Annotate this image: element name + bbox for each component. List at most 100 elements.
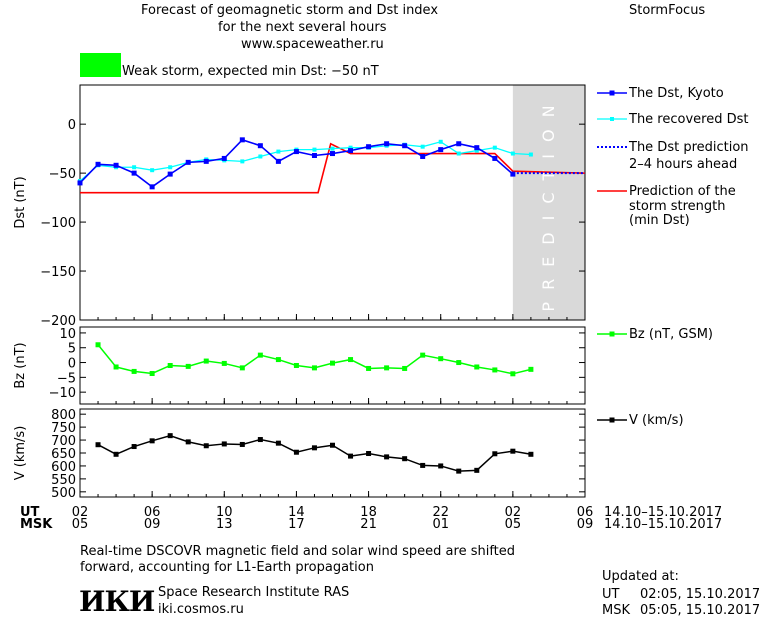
- chart-subtitle: for the next several hours: [218, 20, 387, 35]
- v-point: [456, 468, 462, 474]
- bz-point: [149, 370, 155, 376]
- msk-tick-label: 09: [144, 517, 161, 532]
- kyoto-point: [474, 145, 480, 151]
- bz-point: [203, 358, 209, 364]
- v-point: [492, 451, 498, 457]
- bz-point: [510, 371, 516, 377]
- prediction-band: [512, 85, 585, 320]
- v-point: [239, 441, 245, 447]
- kyoto-point: [95, 161, 101, 167]
- updated-label: Updated at:: [602, 569, 679, 584]
- v-ytick-label: 800: [51, 408, 76, 423]
- legend-strength-label-2: storm strength: [629, 199, 726, 214]
- site-url[interactable]: www.spaceweather.ru: [241, 37, 384, 52]
- institute-name: Space Research Institute RAS: [158, 585, 350, 600]
- v-point: [131, 444, 137, 450]
- bz-point: [474, 364, 480, 370]
- kyoto-point: [149, 184, 155, 190]
- bz-point: [239, 365, 245, 371]
- legend-prediction-label-1: The Dst prediction: [629, 140, 749, 155]
- bz-point: [293, 363, 299, 368]
- legend-strength-label-1: Prediction of the: [629, 184, 736, 199]
- v-point: [275, 440, 281, 446]
- kyoto-point: [384, 141, 390, 147]
- v-point: [95, 442, 101, 448]
- msk-tick-label: 01: [432, 517, 449, 532]
- ut-tick-label: 22: [432, 505, 449, 520]
- kyoto-point: [402, 143, 408, 149]
- bz-point: [95, 342, 101, 348]
- bz-ytick-label: −5: [57, 371, 76, 386]
- v-point: [167, 433, 173, 439]
- v-ytick-label: 500: [51, 486, 76, 501]
- kyoto-point: [185, 159, 191, 165]
- footnote-line-1: Real-time DSCOVR magnetic field and sola…: [80, 544, 516, 559]
- ut-tick-label: 10: [216, 505, 233, 520]
- legend-kyoto-marker: [609, 90, 615, 96]
- bz-ytick-label: 5: [68, 342, 76, 357]
- kyoto-point: [257, 143, 263, 149]
- v-point: [420, 462, 426, 468]
- updated-ut-label: UT: [602, 587, 620, 602]
- dst-ytick-label: −100: [40, 216, 76, 231]
- date-range-ut: 14.10–15.10.2017: [604, 505, 723, 520]
- recovered-point: [474, 148, 479, 153]
- bz-point: [492, 367, 498, 373]
- v-point: [384, 454, 390, 460]
- bz-ytick-label: −10: [49, 386, 76, 401]
- bz-point: [257, 352, 263, 358]
- legend-kyoto-label: The Dst, Kyoto: [629, 86, 724, 101]
- dst-ytick-label: 0: [68, 118, 76, 133]
- v-ytick-label: 550: [51, 473, 76, 488]
- updated-msk-label: MSK: [602, 603, 630, 618]
- ut-tick-label: 14: [288, 505, 305, 520]
- kyoto-point: [239, 137, 245, 143]
- bz-axis-label: Bz (nT): [13, 342, 28, 388]
- kyoto-point: [348, 148, 354, 154]
- v-point: [149, 438, 155, 444]
- legend-prediction-label-2: 2–4 hours ahead: [629, 157, 738, 172]
- v-point: [311, 445, 317, 451]
- recovered-series-line: [79, 141, 531, 182]
- ut-axis-label: UT: [20, 505, 40, 520]
- bz-point: [311, 365, 317, 371]
- bz-point: [528, 366, 534, 372]
- recovered-point: [492, 145, 497, 150]
- ut-tick-label: 06: [577, 505, 594, 520]
- kyoto-point: [203, 158, 209, 164]
- ut-tick-label: 02: [505, 505, 522, 520]
- institute-site[interactable]: iki.cosmos.ru: [158, 602, 244, 617]
- dst-ytick-label: −200: [40, 314, 76, 329]
- recovered-point: [330, 146, 335, 151]
- v-point: [330, 442, 335, 448]
- kyoto-point: [438, 147, 444, 153]
- v-ytick-label: 650: [51, 447, 76, 462]
- bz-point: [456, 360, 462, 366]
- strength-series-line: [80, 142, 586, 194]
- recovered-point: [456, 151, 461, 156]
- recovered-point: [240, 159, 245, 164]
- v-ytick-label: 600: [51, 460, 76, 475]
- bz-point: [131, 368, 137, 374]
- v-plot-frame: [79, 408, 586, 498]
- legend-v-label: V (km/s): [629, 413, 684, 428]
- recovered-point: [420, 144, 425, 149]
- prediction-band-label: PREDICTION: [539, 93, 558, 311]
- dst-plot-frame: [79, 84, 586, 321]
- v-point: [113, 451, 119, 457]
- kyoto-point: [420, 153, 426, 159]
- kyoto-point: [330, 151, 335, 157]
- storm-color-swatch: [80, 53, 121, 77]
- v-point: [474, 467, 480, 473]
- legend-recovered-marker: [610, 117, 614, 121]
- msk-tick-label: 09: [577, 517, 594, 532]
- recovered-point: [348, 145, 353, 150]
- kyoto-point: [492, 155, 498, 161]
- msk-tick-label: 05: [72, 517, 89, 532]
- kyoto-series-line: [79, 138, 514, 188]
- kyoto-point: [293, 149, 299, 155]
- v-ytick-label: 700: [51, 434, 76, 449]
- legend-strength-label-3: (min Dst): [629, 213, 690, 228]
- msk-tick-label: 13: [216, 517, 233, 532]
